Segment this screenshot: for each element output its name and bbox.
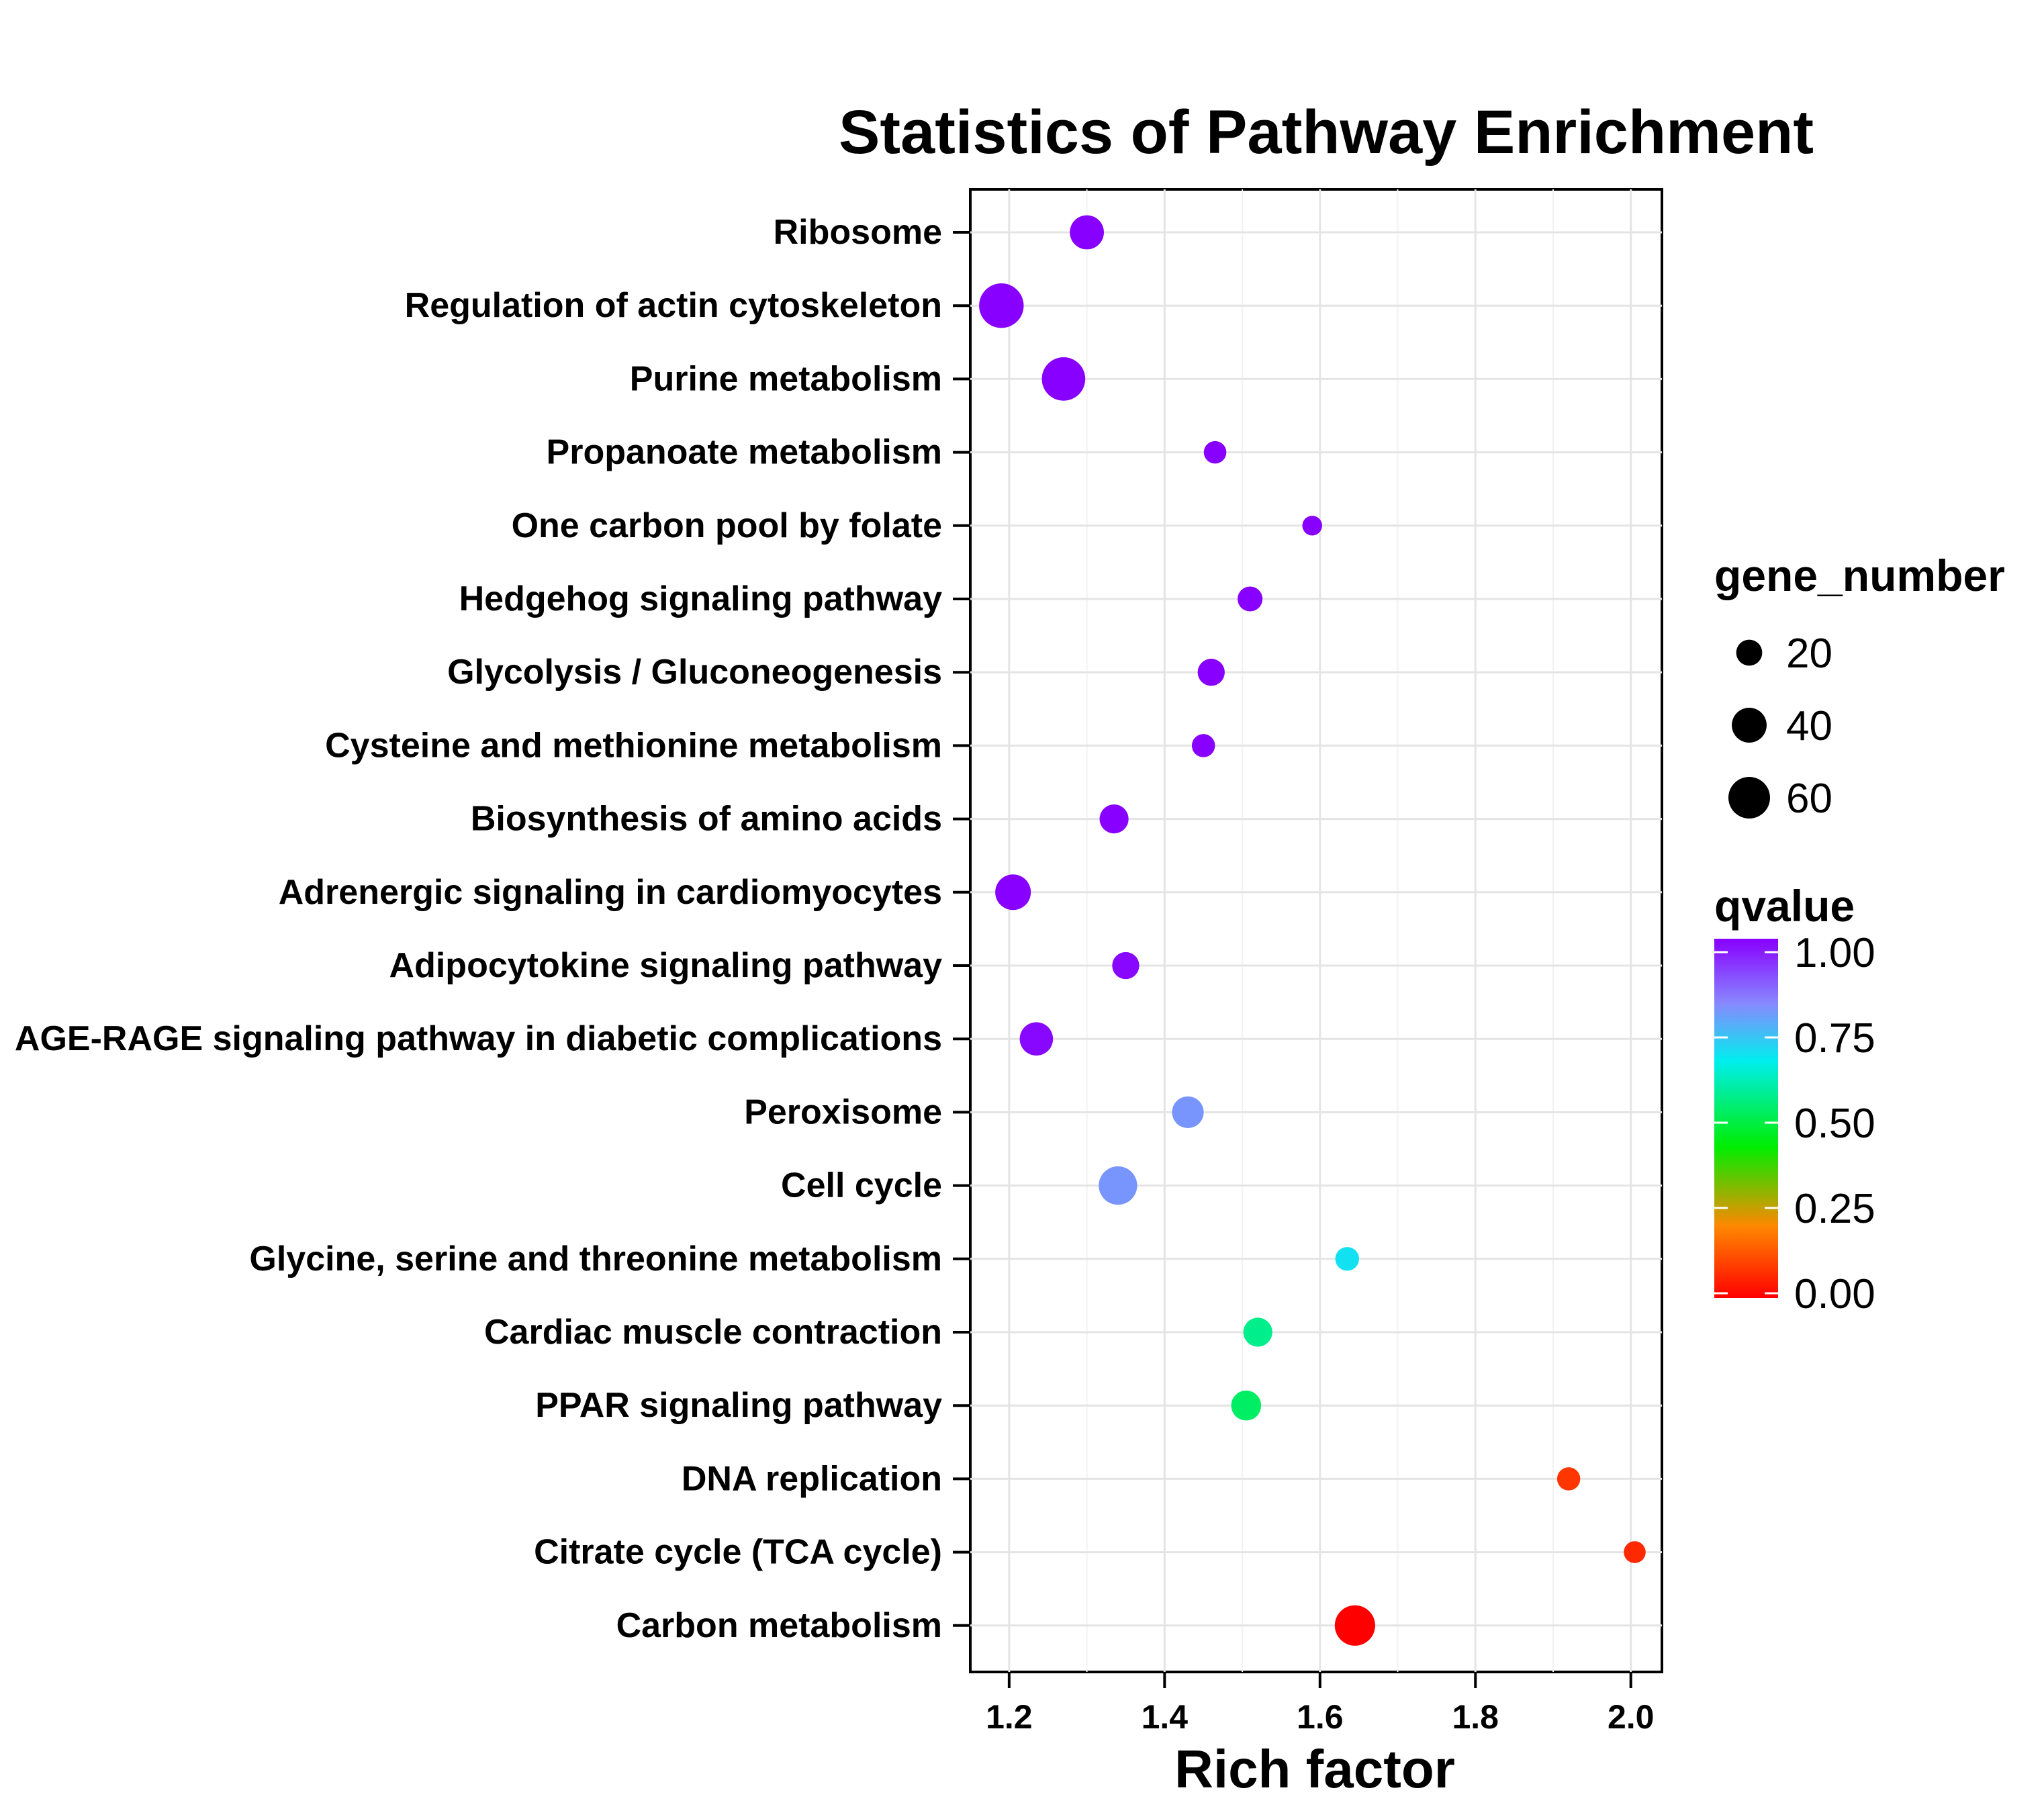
color-legend-label: 0.00 (1794, 1271, 1875, 1317)
data-point (1191, 734, 1215, 757)
color-legend-label: 1.00 (1794, 930, 1875, 976)
data-point (1238, 586, 1263, 612)
y-tick-label: Purine metabolism (630, 359, 942, 398)
y-tick-label: Cysteine and methionine metabolism (325, 726, 942, 765)
x-axis-ticks: 1.2 1.4 1.6 1.8 2.0 (986, 1672, 1654, 1736)
color-bar (1714, 939, 1778, 1298)
size-legend-dot (1732, 708, 1767, 743)
y-tick-label: Carbon metabolism (616, 1606, 942, 1645)
data-point (1302, 516, 1322, 536)
data-point (1099, 804, 1129, 834)
data-point (1243, 1317, 1272, 1347)
x-axis-label: Rich factor (1174, 1739, 1455, 1799)
chart-title: Statistics of Pathway Enrichment (839, 98, 1814, 167)
size-legend-dot (1728, 777, 1770, 819)
x-tick-label: 2.0 (1608, 1698, 1655, 1736)
color-legend-title: qvalue (1714, 881, 1855, 931)
y-axis-ticks: Ribosome Regulation of actin cytoskeleton… (15, 213, 970, 1645)
data-point (1112, 951, 1140, 980)
y-tick-label: Cardiac muscle contraction (484, 1313, 942, 1352)
data-point (1019, 1022, 1054, 1056)
y-tick-label: Adrenergic signaling in cardiomyocytes (279, 873, 942, 912)
data-point (1070, 215, 1104, 250)
y-tick-label: DNA replication (682, 1459, 942, 1498)
x-tick-label: 1.2 (986, 1698, 1033, 1736)
y-tick-label: Propanoate metabolism (547, 433, 942, 472)
data-point (1624, 1541, 1646, 1563)
data-points (979, 215, 1646, 1646)
color-legend-label: 0.50 (1794, 1101, 1875, 1147)
color-legend-label: 0.75 (1794, 1015, 1875, 1062)
data-point (1099, 1166, 1137, 1205)
y-tick-label: Ribosome (774, 213, 942, 252)
data-point (1172, 1096, 1204, 1128)
y-tick-label: Peroxisome (744, 1092, 942, 1131)
y-tick-label: Citrate cycle (TCA cycle) (534, 1533, 942, 1572)
data-point (1203, 440, 1227, 464)
size-legend-label: 20 (1786, 631, 1832, 677)
y-tick-label: Glycolysis / Gluconeogenesis (447, 653, 942, 692)
color-legend-label: 0.25 (1794, 1186, 1875, 1232)
data-point (1334, 1605, 1375, 1646)
data-point (1231, 1390, 1262, 1421)
y-tick-label: Regulation of actin cytoskeleton (405, 286, 942, 325)
data-point (1041, 357, 1086, 401)
size-legend-dot (1736, 639, 1763, 666)
x-tick-label: 1.4 (1142, 1698, 1189, 1736)
y-tick-label: PPAR signaling pathway (535, 1386, 942, 1425)
size-legend-label: 40 (1786, 703, 1832, 749)
y-tick-label: One carbon pool by folate (512, 506, 942, 545)
size-legend-title: gene_number (1714, 551, 2005, 600)
y-tick-label: Glycine, serine and threonine metabolism (249, 1240, 942, 1278)
y-tick-label: Biosynthesis of amino acids (471, 800, 942, 839)
x-tick-label: 1.6 (1297, 1698, 1344, 1736)
x-tick-label: 1.8 (1452, 1698, 1499, 1736)
size-legend-label: 60 (1786, 776, 1832, 822)
size-legend-items: 20 40 60 (1728, 631, 1832, 822)
data-point (995, 874, 1031, 911)
data-point (1557, 1467, 1581, 1491)
size-legend: gene_number 20 40 60 (1714, 551, 2005, 822)
y-tick-label: AGE-RAGE signaling pathway in diabetic c… (15, 1019, 942, 1058)
color-legend-ticks: 1.00 0.75 0.50 0.25 0.00 (1714, 930, 1875, 1317)
y-tick-label: Adipocytokine signaling pathway (389, 946, 943, 985)
y-tick-label: Cell cycle (781, 1166, 942, 1205)
color-legend: qvalue 1.00 0.75 0.50 0.25 0.00 (1714, 881, 1875, 1317)
plot-panel (969, 188, 1663, 1673)
data-point (1335, 1247, 1359, 1271)
y-tick-label: Hedgehog signaling pathway (459, 579, 942, 618)
data-point (1197, 659, 1225, 686)
data-point (979, 283, 1024, 328)
